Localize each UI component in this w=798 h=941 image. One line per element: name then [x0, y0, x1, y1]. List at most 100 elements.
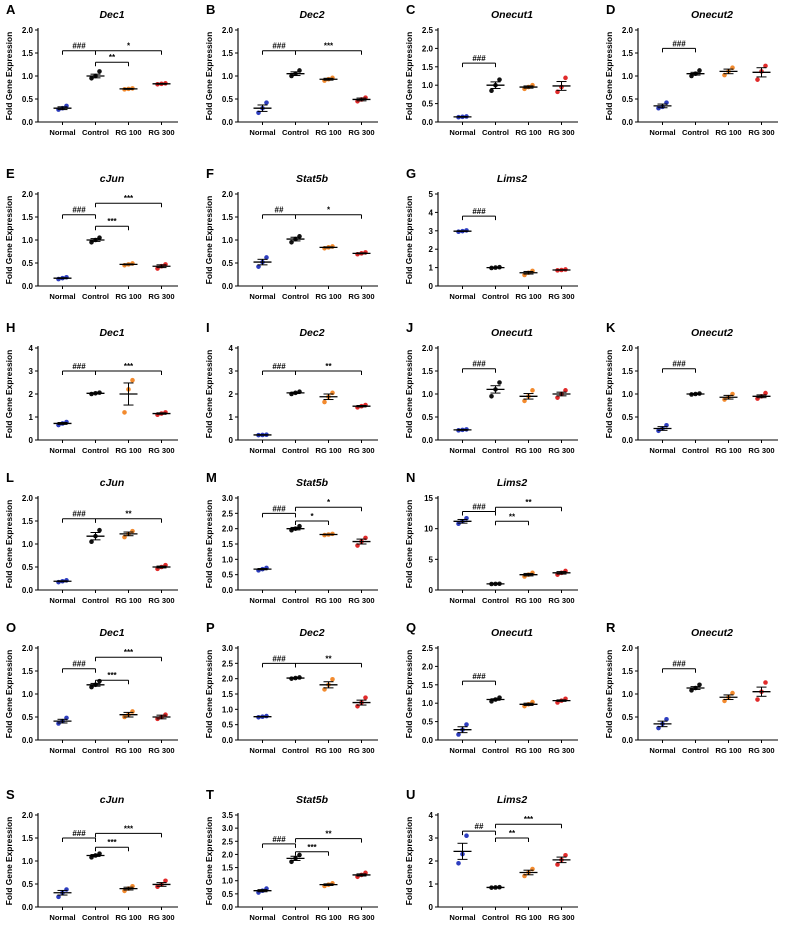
x-tick-label: RG 100: [515, 128, 541, 137]
y-tick-label: 0.0: [22, 282, 34, 291]
x-tick-label: RG 300: [548, 446, 574, 455]
sig-label: ###: [272, 835, 286, 844]
x-tick-label: Normal: [249, 596, 275, 605]
data-point: [64, 103, 69, 109]
data-point: [555, 862, 560, 867]
sig-label: ###: [472, 54, 486, 63]
y-tick-label: 3: [429, 834, 434, 843]
x-tick-label: Normal: [449, 913, 475, 922]
sig-label: **: [109, 53, 116, 62]
sig-label: ***: [107, 217, 117, 226]
sig-label: ###: [672, 360, 686, 369]
panel-letter: P: [206, 620, 215, 635]
y-tick-label: 0.0: [422, 118, 434, 127]
y-tick-label: 10: [424, 525, 433, 534]
panel-r: R Onecut2 Fold Gene Expression 0.0 0.5 1.0 1.5…: [604, 620, 778, 755]
x-tick-label: Control: [682, 446, 709, 455]
data-point: [130, 709, 135, 714]
data-point: [697, 682, 702, 688]
data-point: [130, 377, 135, 383]
x-tick-label: RG 100: [515, 292, 541, 301]
panel-letter: O: [6, 620, 16, 635]
panel-letter: D: [606, 2, 615, 17]
x-tick-label: Normal: [449, 128, 475, 137]
y-tick-label: 1.5: [222, 864, 234, 873]
y-tick-label: 1.5: [222, 49, 234, 58]
y-axis-label: Fold Gene Expression: [204, 196, 214, 284]
sig-label: ***: [307, 843, 317, 852]
panel-j: J Onecut1 Fold Gene Expression 0.0 0.5 1.0 1.5…: [404, 320, 578, 455]
data-point: [464, 722, 469, 727]
y-axis-label: Fold Gene Expression: [404, 32, 414, 120]
y-tick-label: 1.5: [422, 681, 434, 690]
y-tick-label: 0.0: [222, 282, 234, 291]
y-tick-label: 0.0: [22, 118, 34, 127]
y-axis-label: Fold Gene Expression: [404, 817, 414, 905]
data-point: [130, 528, 135, 534]
x-tick-label: RG 100: [515, 913, 541, 922]
data-point: [563, 852, 568, 858]
y-tick-label: 1.0: [422, 699, 434, 708]
panel-n: N Lims2 Fold Gene Expression 0 5 10 15 Normal Co…: [404, 470, 578, 605]
data-point: [697, 68, 702, 73]
panel-letter: U: [406, 787, 415, 802]
y-tick-label: 3.5: [222, 811, 234, 820]
x-tick-label: Normal: [449, 746, 475, 755]
x-tick-label: RG 100: [315, 446, 341, 455]
y-axis-label: Fold Gene Expression: [4, 817, 14, 905]
data-point: [456, 732, 461, 737]
y-tick-label: 0: [429, 586, 434, 595]
x-tick-label: Normal: [249, 128, 275, 137]
x-tick-label: RG 300: [348, 913, 374, 922]
y-tick-label: 0.0: [22, 736, 34, 745]
y-tick-label: 2.0: [222, 675, 234, 684]
y-tick-label: 2.5: [222, 509, 234, 518]
y-tick-label: 3.0: [222, 494, 234, 503]
data-point: [689, 73, 694, 79]
y-tick-label: 4: [429, 811, 434, 820]
panel-letter: T: [206, 787, 214, 802]
sig-label: **: [509, 829, 516, 838]
data-point: [97, 235, 102, 240]
x-tick-label: RG 300: [548, 128, 574, 137]
data-point: [563, 388, 568, 393]
x-tick-label: Control: [682, 128, 709, 137]
sig-label: **: [325, 362, 332, 371]
y-tick-label: 2.0: [422, 44, 434, 53]
y-axis-label: Fold Gene Expression: [404, 500, 414, 588]
x-tick-label: Control: [82, 128, 109, 137]
x-tick-label: RG 300: [148, 746, 174, 755]
panel-b: B Dec2 Fold Gene Expression 0.0 0.5 1.0 1.5 2.0…: [204, 2, 378, 137]
y-tick-label: 1.0: [222, 877, 234, 886]
panel-title: Dec2: [299, 627, 324, 639]
data-point: [97, 678, 102, 684]
y-tick-label: 2: [429, 245, 434, 254]
y-tick-label: 1.5: [22, 834, 34, 843]
panel-title: Dec1: [99, 9, 124, 21]
data-point: [522, 574, 527, 579]
panel-q: Q Onecut1 Fold Gene Expression 0.0 0.5 1.0 1.5…: [404, 620, 578, 755]
x-tick-label: RG 100: [115, 596, 141, 605]
y-axis-label: Fold Gene Expression: [204, 650, 214, 738]
data-point: [97, 527, 102, 533]
y-tick-label: 1.5: [22, 667, 34, 676]
panel-title: Onecut1: [491, 9, 533, 21]
sig-label: ###: [472, 207, 486, 216]
panel-letter: J: [406, 320, 413, 335]
x-tick-label: Normal: [49, 746, 75, 755]
x-tick-label: Normal: [649, 446, 675, 455]
sig-label: *: [327, 206, 331, 215]
x-tick-label: Control: [282, 746, 309, 755]
y-tick-label: 0.5: [622, 413, 634, 422]
y-tick-label: 5: [429, 190, 434, 199]
sig-label: **: [325, 654, 332, 663]
x-tick-label: RG 100: [115, 128, 141, 137]
y-tick-label: 0.5: [222, 721, 234, 730]
y-axis-label: Fold Gene Expression: [4, 500, 14, 588]
x-tick-label: Control: [682, 746, 709, 755]
y-tick-label: 2.0: [22, 494, 34, 503]
panel-title: Stat5b: [296, 173, 329, 185]
y-axis-label: Fold Gene Expression: [204, 817, 214, 905]
y-tick-label: 0.5: [222, 259, 234, 268]
y-tick-label: 0.0: [422, 736, 434, 745]
